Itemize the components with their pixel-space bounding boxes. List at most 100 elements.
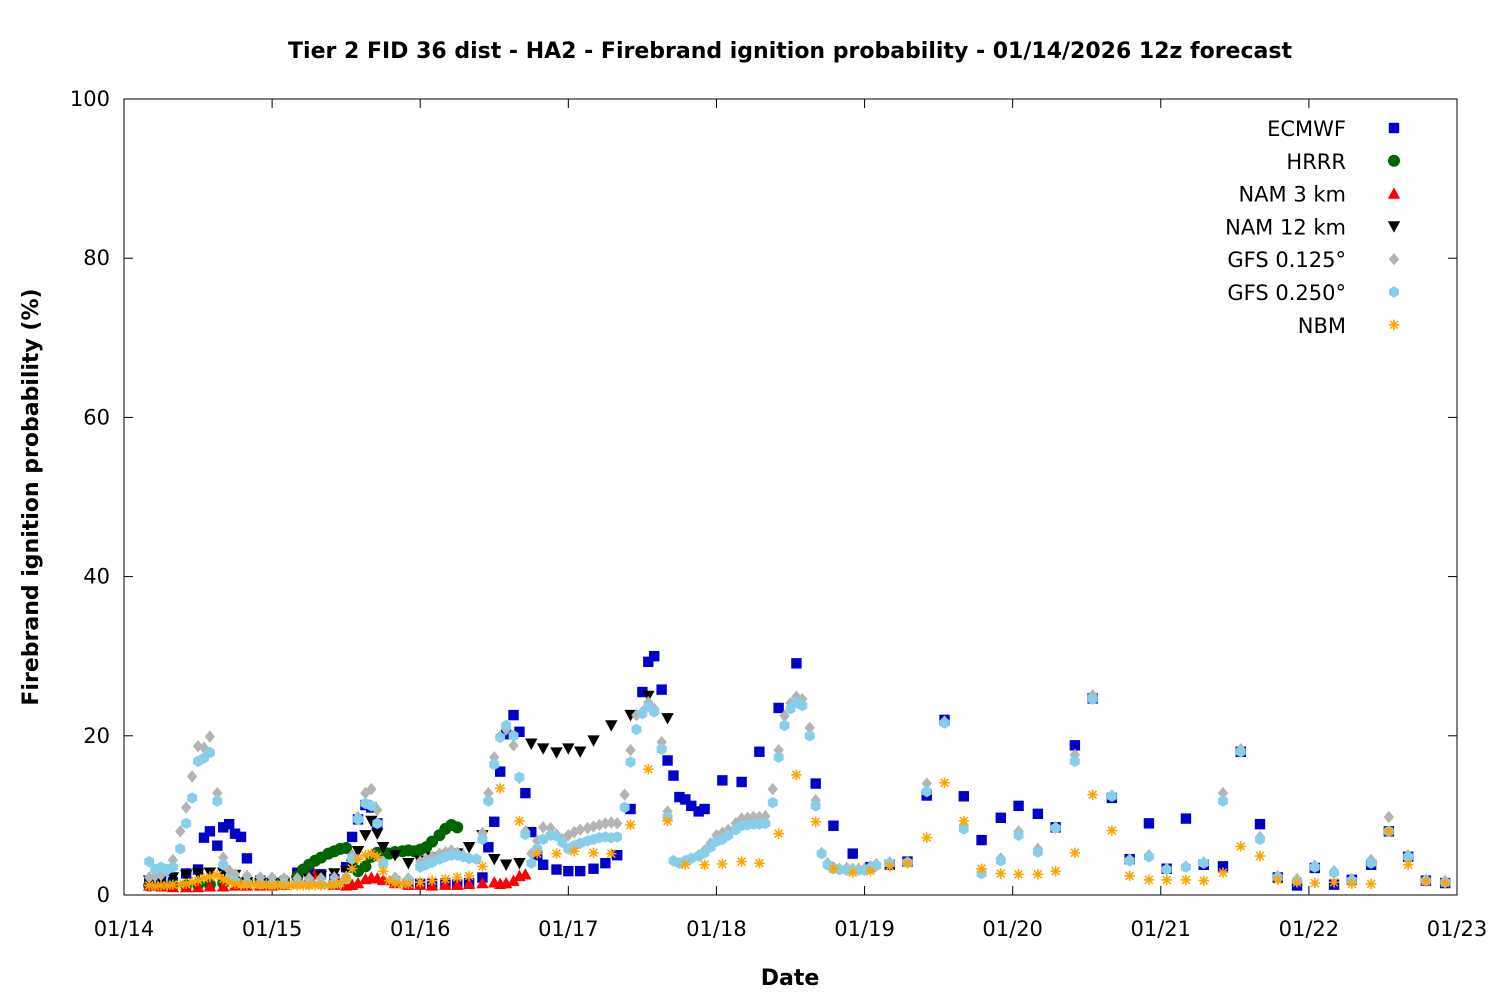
- data-point: [489, 816, 500, 827]
- data-point: [187, 792, 198, 804]
- y-tick-label: 80: [83, 246, 110, 270]
- legend-label: ECMWF: [1267, 117, 1346, 141]
- data-point: [525, 738, 538, 750]
- data-point: [1161, 863, 1172, 876]
- data-point: [204, 871, 216, 882]
- data-point: [723, 829, 734, 841]
- data-point: [175, 825, 186, 838]
- data-point: [760, 817, 771, 830]
- data-point: [563, 829, 574, 842]
- legend-label: NBM: [1298, 314, 1346, 338]
- legend-label: NAM 12 km: [1225, 215, 1346, 239]
- data-point: [995, 855, 1006, 867]
- data-point: [736, 856, 747, 867]
- data-point: [600, 857, 611, 869]
- data-point: [340, 873, 352, 884]
- data-point: [415, 877, 426, 888]
- data-point: [569, 825, 580, 839]
- data-point: [902, 857, 913, 869]
- data-point: [353, 813, 363, 826]
- data-point: [499, 859, 513, 871]
- legend-marker: [1388, 253, 1400, 266]
- data-point: [452, 872, 463, 883]
- data-point: [181, 801, 192, 814]
- data-point: [810, 778, 821, 789]
- data-point: [612, 817, 623, 830]
- data-point: [205, 746, 215, 759]
- data-point: [643, 656, 654, 667]
- data-point: [464, 852, 474, 865]
- y-axis: 0 20 40 60 80 100: [70, 87, 1457, 907]
- data-point: [186, 877, 198, 888]
- data-point: [229, 828, 241, 839]
- data-point: [191, 868, 205, 880]
- data-point: [828, 820, 839, 831]
- legend-label: NAM 3 km: [1238, 183, 1346, 207]
- data-point: [625, 803, 636, 815]
- data-point: [1032, 846, 1043, 858]
- data-point: [495, 766, 506, 777]
- data-point: [218, 859, 229, 871]
- data-point: [483, 795, 494, 807]
- data-point: [1198, 875, 1209, 886]
- data-point: [1383, 826, 1395, 837]
- data-point: [426, 875, 438, 886]
- x-tick-label: 01/22: [1279, 917, 1340, 941]
- data-point: [1161, 874, 1172, 886]
- data-point: [594, 818, 605, 832]
- data-point: [181, 817, 192, 830]
- data-point: [1143, 874, 1155, 886]
- data-point: [1124, 870, 1135, 882]
- data-point: [1198, 857, 1209, 869]
- data-point: [483, 842, 494, 853]
- data-point: [520, 828, 531, 841]
- y-axis-label: Firebrand ignition probability (%): [19, 288, 44, 705]
- data-point: [1217, 867, 1229, 878]
- data-point: [451, 821, 464, 834]
- data-point: [186, 770, 198, 783]
- legend-label: GFS 0.250°: [1227, 281, 1346, 305]
- data-point: [376, 873, 390, 886]
- data-point: [773, 702, 784, 714]
- data-point: [828, 863, 839, 874]
- data-point: [495, 783, 506, 794]
- data-point: [1180, 813, 1192, 824]
- data-point: [754, 857, 765, 869]
- data-point: [804, 721, 815, 735]
- data-point: [1050, 822, 1061, 834]
- data-point: [545, 821, 556, 835]
- data-point: [212, 869, 223, 881]
- data-point: [656, 743, 667, 755]
- data-point: [767, 797, 778, 809]
- data-point: [1180, 874, 1192, 886]
- data-point: [791, 769, 802, 781]
- data-point: [551, 848, 562, 859]
- data-point: [804, 730, 815, 742]
- data-point: [501, 719, 512, 732]
- data-point: [587, 735, 600, 747]
- data-point: [619, 788, 630, 801]
- y-tick-label: 60: [83, 405, 110, 429]
- data-point: [649, 706, 660, 718]
- data-point: [359, 860, 372, 873]
- data-point: [241, 853, 253, 864]
- data-point: [359, 830, 372, 842]
- data-point: [661, 713, 674, 725]
- data-point: [212, 840, 223, 851]
- data-point: [562, 743, 575, 755]
- data-point: [526, 826, 537, 838]
- data-point: [166, 872, 180, 884]
- data-point: [1087, 789, 1098, 800]
- data-point: [372, 851, 383, 862]
- data-point: [662, 755, 673, 766]
- data-point: [388, 850, 402, 862]
- data-point: [573, 746, 587, 758]
- data-point: [519, 868, 532, 880]
- y-tick-label: 40: [83, 565, 110, 589]
- data-point: [958, 815, 969, 827]
- data-point: [451, 878, 464, 890]
- data-point: [773, 828, 784, 839]
- data-point: [346, 831, 358, 843]
- data-point: [631, 723, 642, 736]
